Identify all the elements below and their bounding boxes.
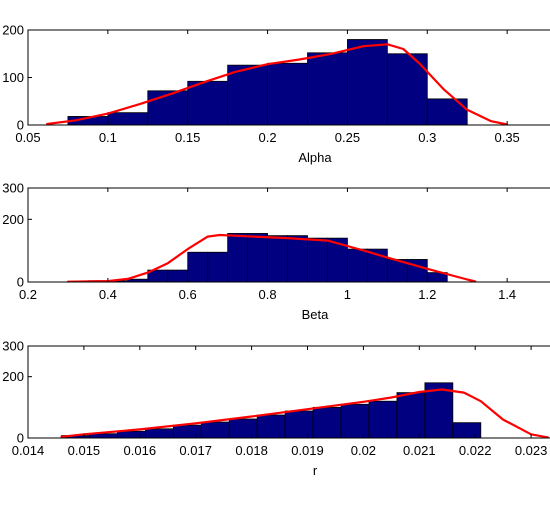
bar <box>347 248 368 282</box>
bar <box>307 237 328 282</box>
x-tick-label: 0.016 <box>124 443 157 458</box>
subplot-2: 0.2 0.4 0.6 0.8 1 1.2 1.4 0 200 300 Beta <box>2 181 550 322</box>
bar <box>228 418 258 438</box>
y-tick-label: 300 <box>2 181 24 196</box>
x-axis-label: Beta <box>302 307 330 322</box>
x-tick-label: 0.05 <box>15 130 40 145</box>
x-tick-label: 1 <box>344 287 351 302</box>
x-tick-label: 0.015 <box>68 443 101 458</box>
bar <box>368 400 398 438</box>
x-tick-label: 0.023 <box>515 443 548 458</box>
bar <box>284 410 314 438</box>
y-tick-label: 0 <box>17 275 24 290</box>
bar <box>287 235 308 282</box>
bar <box>340 403 370 438</box>
y-tick-label: 200 <box>2 212 24 227</box>
bar <box>426 98 468 125</box>
bar <box>307 52 348 125</box>
x-tick-label: 0.022 <box>459 443 492 458</box>
y-tick-label: 0 <box>17 431 24 446</box>
x-tick-label: 0.017 <box>179 443 212 458</box>
subplot-1: 0.05 0.1 0.15 0.2 0.25 0.3 0.35 0 100 200 Alpha <box>2 23 550 165</box>
bar <box>406 259 428 282</box>
x-tick-label: 0.3 <box>418 130 436 145</box>
x-tick-label: 0.018 <box>235 443 268 458</box>
bar <box>452 422 482 438</box>
bar <box>247 233 268 282</box>
y-tick-label: 0 <box>17 118 24 133</box>
x-tick-label: 0.4 <box>99 287 117 302</box>
x-tick-label: 0.2 <box>19 287 37 302</box>
bar <box>396 392 426 438</box>
y-tick-label: 200 <box>2 23 24 38</box>
x-tick-label: 0.6 <box>179 287 197 302</box>
density-curve <box>60 388 550 438</box>
x-tick-label: 0.2 <box>259 130 277 145</box>
x-tick-label: 0.014 <box>12 443 45 458</box>
bar <box>227 64 268 125</box>
bar <box>256 414 286 438</box>
bar <box>424 382 454 438</box>
bars <box>66 233 477 282</box>
x-tick-label: 0.8 <box>259 287 277 302</box>
x-tick-label: 0.02 <box>351 443 376 458</box>
subplot-3: 0.014 0.015 0.016 0.017 0.018 0.019 0.02 0.021 0… <box>2 339 550 478</box>
bar <box>187 251 209 282</box>
x-tick-label: 1.2 <box>418 287 436 302</box>
bars <box>46 39 509 125</box>
bar <box>227 233 249 282</box>
bar <box>207 251 229 282</box>
x-tick-label: 0.021 <box>403 443 436 458</box>
bar <box>267 62 308 125</box>
bar <box>172 424 202 438</box>
x-axis-label: Alpha <box>298 150 332 165</box>
axes-box <box>27 187 550 283</box>
x-tick-label: 0.25 <box>335 130 360 145</box>
y-tick-label: 100 <box>2 70 24 85</box>
bar <box>347 39 388 125</box>
x-tick-label: 0.15 <box>175 130 200 145</box>
x-tick-label: 1.4 <box>498 287 516 302</box>
bars <box>60 382 550 438</box>
bar <box>267 235 288 282</box>
bar <box>144 428 174 438</box>
bar <box>187 80 229 125</box>
x-tick-label: 0.35 <box>494 130 519 145</box>
x-tick-label: 0.019 <box>291 443 324 458</box>
bar <box>200 421 230 438</box>
density-curve <box>46 43 509 125</box>
density-curve <box>66 233 477 282</box>
x-axis-label: r <box>313 463 318 478</box>
bar <box>107 112 149 125</box>
bar <box>312 406 342 438</box>
bar <box>117 430 146 438</box>
y-tick-label: 300 <box>2 339 24 354</box>
y-tick-label: 200 <box>2 369 24 384</box>
bar <box>167 269 189 282</box>
x-tick-label: 0.1 <box>99 130 117 145</box>
